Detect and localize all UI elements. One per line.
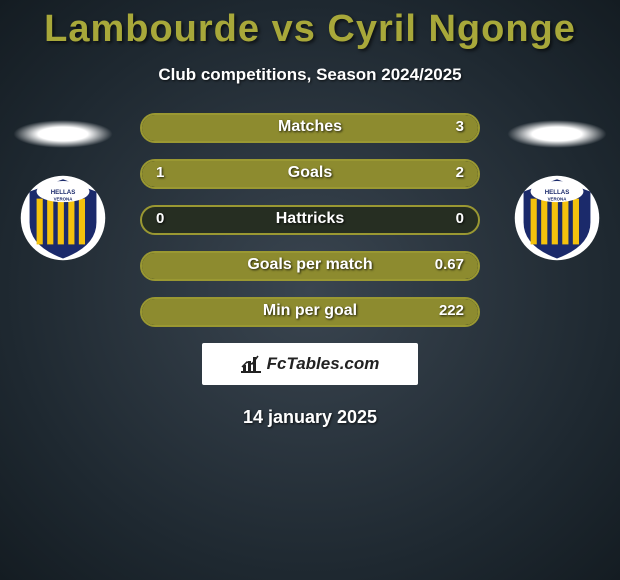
stat-value-right: 222 — [439, 302, 464, 319]
stat-label: Min per goal — [142, 302, 478, 320]
crest-right: HELLAS VERONA — [513, 174, 601, 262]
stat-value-right: 2 — [456, 164, 464, 181]
stats-list: Matches3 1Goals2 0Hattricks0 Goals per matc… — [140, 113, 480, 327]
stat-label: Matches — [142, 118, 478, 136]
team-left: HELLAS VERONA — [8, 120, 118, 267]
svg-text:HELLAS: HELLAS — [51, 189, 76, 196]
crest-left: HELLAS VERONA — [19, 174, 107, 262]
stat-value-right: 0.67 — [435, 256, 464, 273]
chart-icon — [241, 355, 261, 373]
footer-brand-text: FcTables.com — [267, 354, 380, 374]
page-title: Lambourde vs Cyril Ngonge — [0, 0, 620, 51]
stat-row: 0Hattricks0 — [140, 205, 480, 235]
date-label: 14 january 2025 — [0, 407, 620, 428]
stat-row: Matches3 — [140, 113, 480, 143]
stat-label: Goals per match — [142, 256, 478, 274]
stat-row: 1Goals2 — [140, 159, 480, 189]
stat-label: Hattricks — [142, 210, 478, 228]
stat-value-right: 3 — [456, 118, 464, 135]
subtitle: Club competitions, Season 2024/2025 — [0, 65, 620, 85]
stat-value-right: 0 — [456, 210, 464, 227]
stat-row: Goals per match0.67 — [140, 251, 480, 281]
shadow-ellipse-right — [507, 120, 607, 148]
stat-row: Min per goal222 — [140, 297, 480, 327]
svg-text:HELLAS: HELLAS — [545, 189, 570, 196]
svg-text:VERONA: VERONA — [54, 196, 74, 201]
stat-label: Goals — [142, 164, 478, 182]
svg-text:VERONA: VERONA — [548, 196, 568, 201]
team-right: HELLAS VERONA — [502, 120, 612, 267]
shadow-ellipse-left — [13, 120, 113, 148]
footer-brand: FcTables.com — [202, 343, 418, 385]
